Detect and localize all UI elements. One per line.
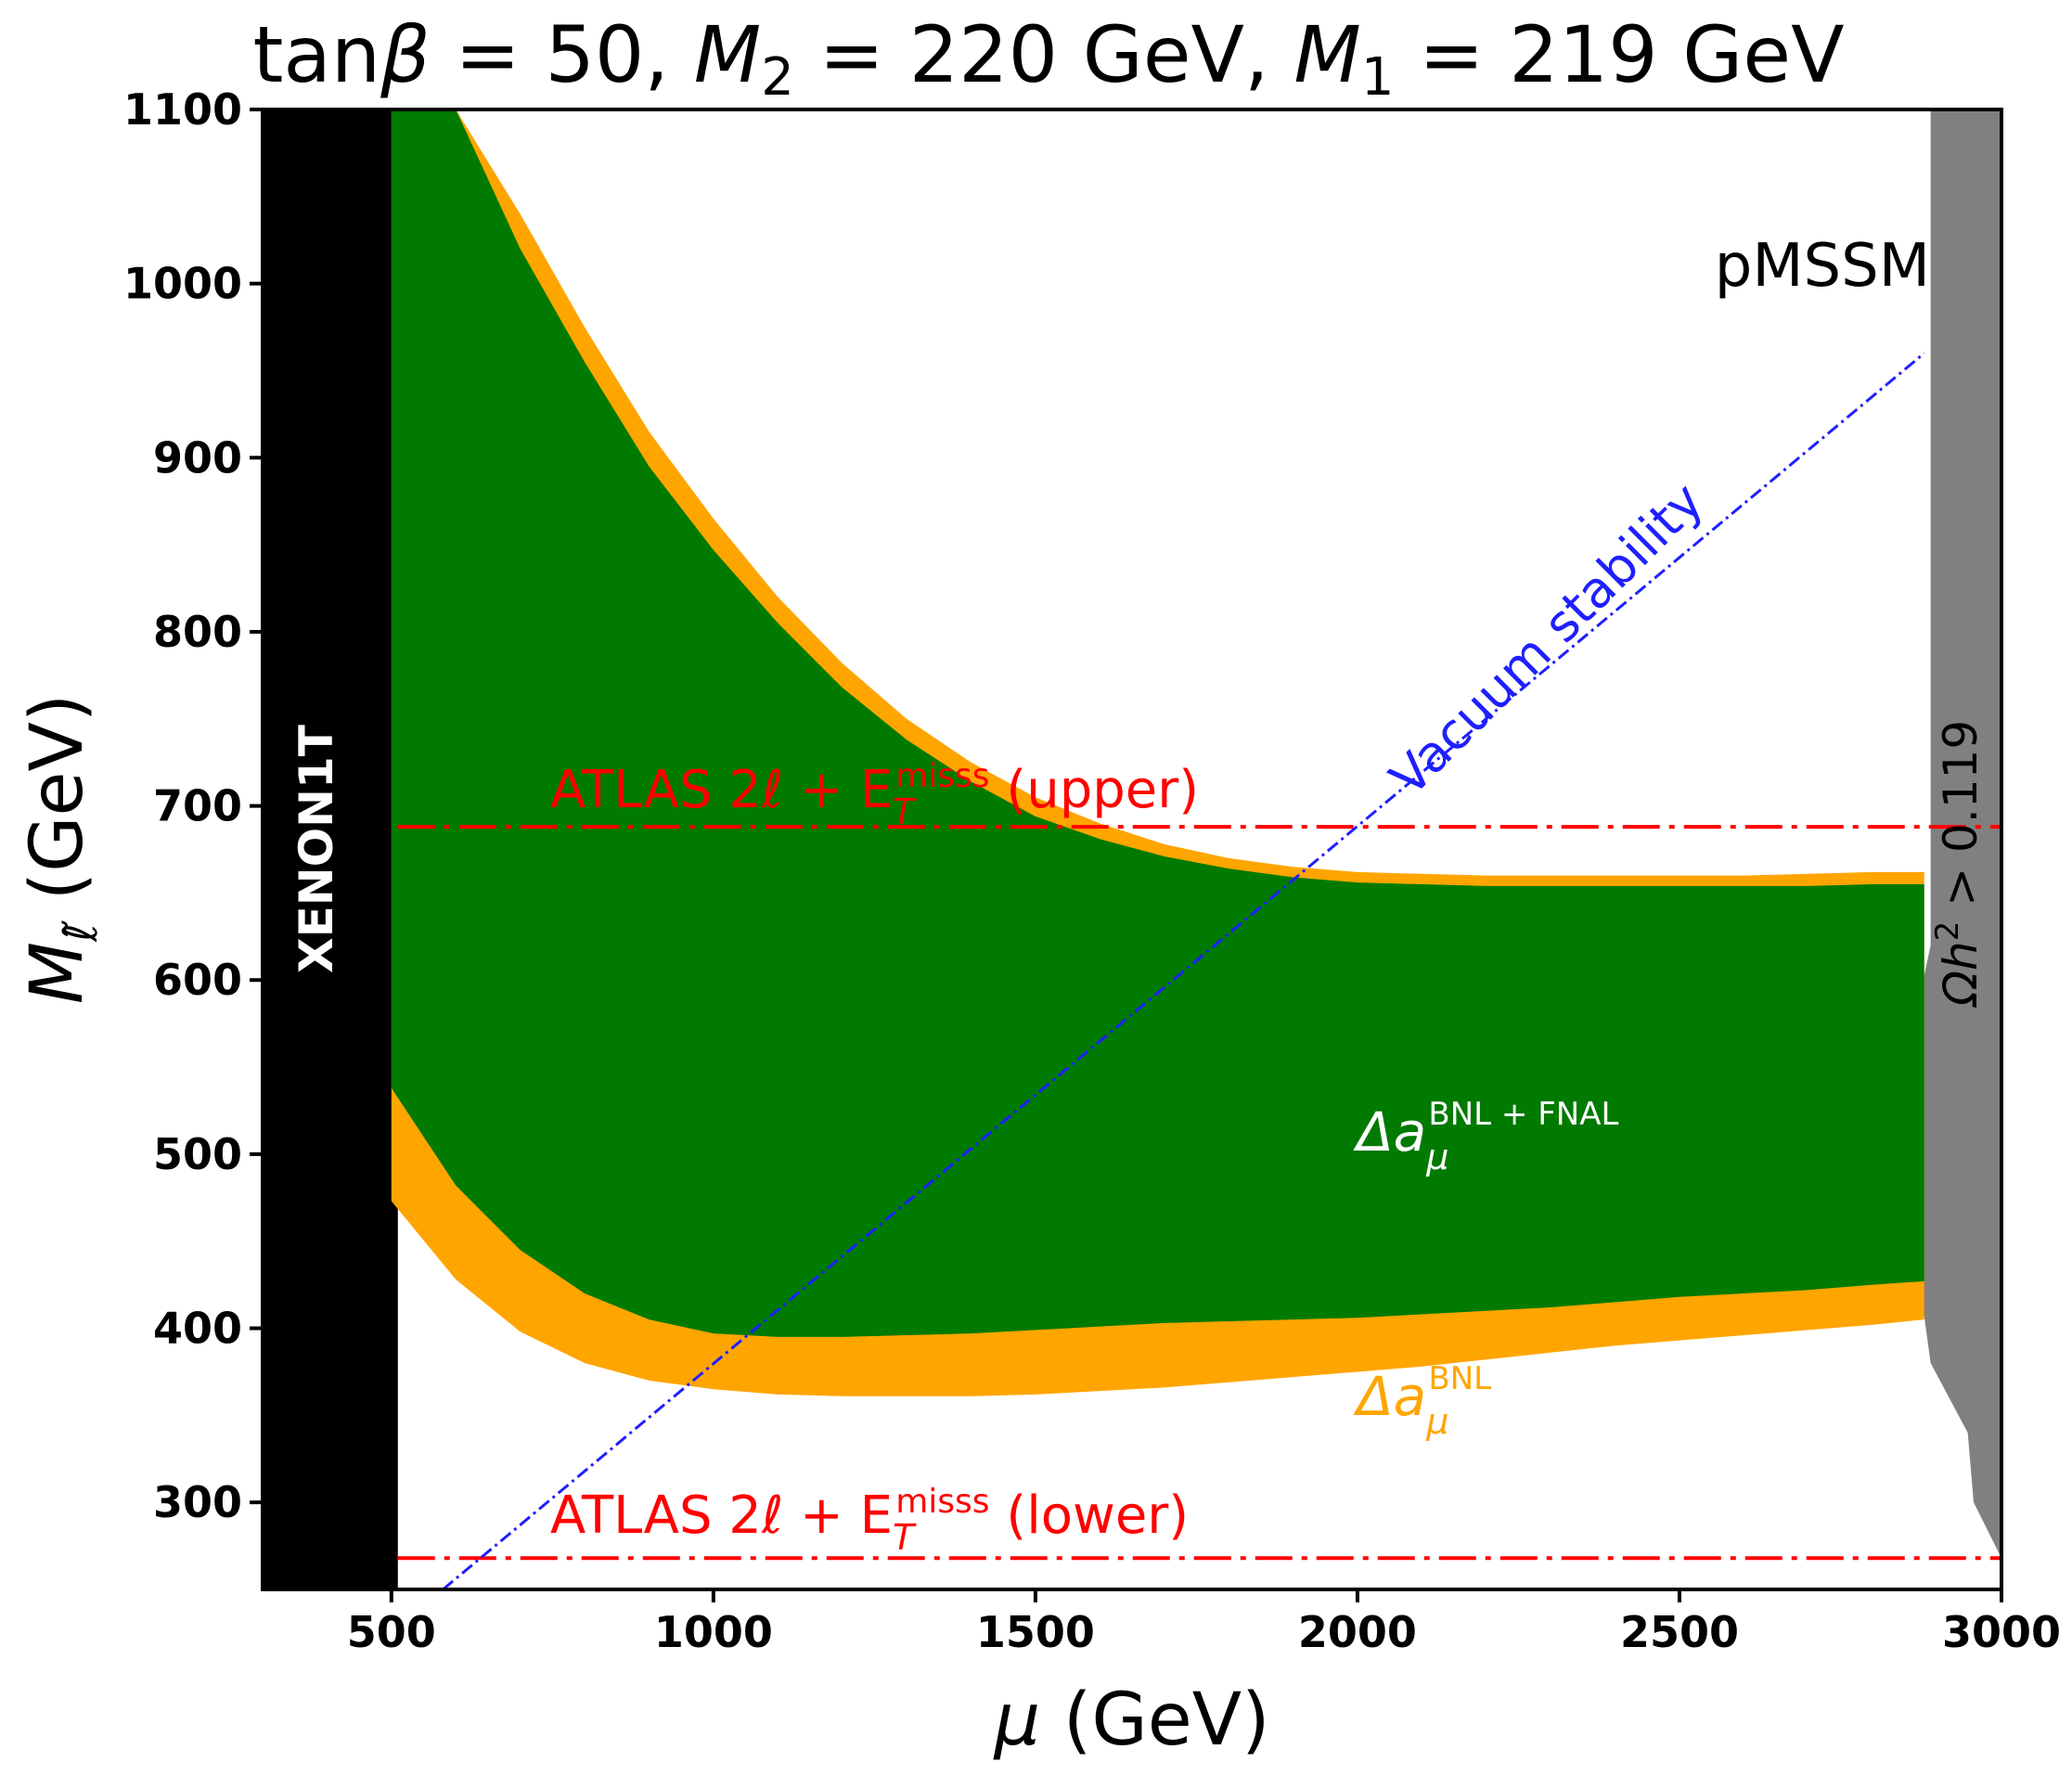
y-tick-label: 1000 <box>123 259 242 309</box>
y-axis-label-unit: (GeV) <box>16 694 99 923</box>
title-m1: M <box>1293 9 1360 100</box>
bnl-label-sup: BNL <box>1428 1360 1491 1397</box>
x-tick-label: 500 <box>347 1607 436 1657</box>
atlas-upper-label: ATLAS 2ℓ + ETmisss (upper) <box>550 757 1199 832</box>
atlas-upper-label-main: ATLAS 2ℓ + E <box>550 760 893 820</box>
xenon-label: XENON1T <box>290 725 343 973</box>
relic-label-omega: Ωh <box>1934 941 1988 1008</box>
y-tick-label: 900 <box>153 432 242 482</box>
atlas-upper-label-end: (upper) <box>990 760 1200 820</box>
vacuum-stability-label: Vacuum stability <box>1379 471 1715 807</box>
relic-exclusion-region <box>1911 109 2001 1559</box>
atlas-lower-label: ATLAS 2ℓ + ETmisss (lower) <box>550 1483 1189 1558</box>
title-tan: tan <box>252 9 380 100</box>
y-axis-ticks: 300 400 500 600 700 800 900 1000 1100 <box>123 84 263 1527</box>
title-eq3: = 219 GeV <box>1394 9 1844 100</box>
atlas-lower-label-sup: misss <box>895 1483 989 1521</box>
title-eq2: = 220 GeV, <box>794 9 1293 100</box>
relic-label: Ωh2 > 0.119 <box>1929 720 1988 1008</box>
y-tick-label: 500 <box>153 1129 242 1179</box>
x-tick-label: 1000 <box>654 1607 773 1657</box>
atlas-lower-label-sub: T <box>893 1517 917 1558</box>
y-axis-label-sub: ℓ̃ <box>56 920 108 943</box>
title-m1-sub: 1 <box>1361 47 1395 108</box>
bnl-fnal-label: Δaμ BNL + FNAL <box>1353 1096 1618 1177</box>
bnl-fnal-band <box>391 109 1924 1337</box>
plot-frame <box>261 108 2003 1591</box>
x-axis-label-unit: (GeV) <box>1040 1679 1269 1762</box>
title-m2: M <box>694 9 761 100</box>
bnl-fnal-label-delta: Δa <box>1353 1100 1426 1164</box>
y-tick-label: 600 <box>153 955 242 1005</box>
x-tick-label: 3000 <box>1942 1607 2061 1657</box>
x-tick-label: 2000 <box>1298 1607 1417 1657</box>
title-m2-sub: 2 <box>761 47 794 108</box>
y-tick-label: 300 <box>153 1477 242 1527</box>
pmssm-tag: pMSSM <box>1715 232 1930 301</box>
atlas-upper-label-sup: misss <box>895 757 989 795</box>
relic-label-sup: 2 <box>1929 921 1966 942</box>
y-tick-label: 800 <box>153 607 242 657</box>
bnl-label-sub: μ <box>1425 1401 1448 1442</box>
title-beta: β <box>380 9 431 100</box>
y-axis-label-m: M <box>16 942 99 1004</box>
x-axis-ticks: 500 1000 1500 2000 2500 3000 <box>347 1589 2061 1657</box>
relic-label-rest: > 0.119 <box>1934 720 1988 921</box>
atlas-lower-label-end: (lower) <box>990 1486 1190 1546</box>
bnl-label-delta: Δa <box>1353 1365 1426 1428</box>
x-tick-label: 2500 <box>1620 1607 1739 1657</box>
plot-area <box>263 109 2001 1589</box>
bnl-fnal-label-sub: μ <box>1425 1137 1448 1177</box>
atlas-lower-label-main: ATLAS 2ℓ + E <box>550 1486 893 1546</box>
y-tick-label: 400 <box>153 1304 242 1354</box>
title-eq1: = 50, <box>431 9 694 100</box>
x-tick-label: 1500 <box>976 1607 1095 1657</box>
chart-title: tanβ = 50, M2 = 220 GeV, M1 = 219 GeV <box>252 9 1844 108</box>
atlas-upper-label-sub: T <box>893 791 917 832</box>
bnl-fnal-label-sup: BNL + FNAL <box>1428 1096 1618 1133</box>
bnl-label: Δaμ BNL <box>1353 1360 1491 1442</box>
vacuum-stability-line <box>442 352 1925 1589</box>
y-tick-label: 1100 <box>123 84 242 135</box>
xenon-exclusion-region <box>263 109 398 1589</box>
y-axis-label: Mℓ̃ (GeV) <box>16 694 108 1005</box>
x-axis-label: μ (GeV) <box>992 1679 1269 1762</box>
x-axis-label-mu: μ <box>992 1679 1040 1762</box>
y-tick-label: 700 <box>153 781 242 831</box>
